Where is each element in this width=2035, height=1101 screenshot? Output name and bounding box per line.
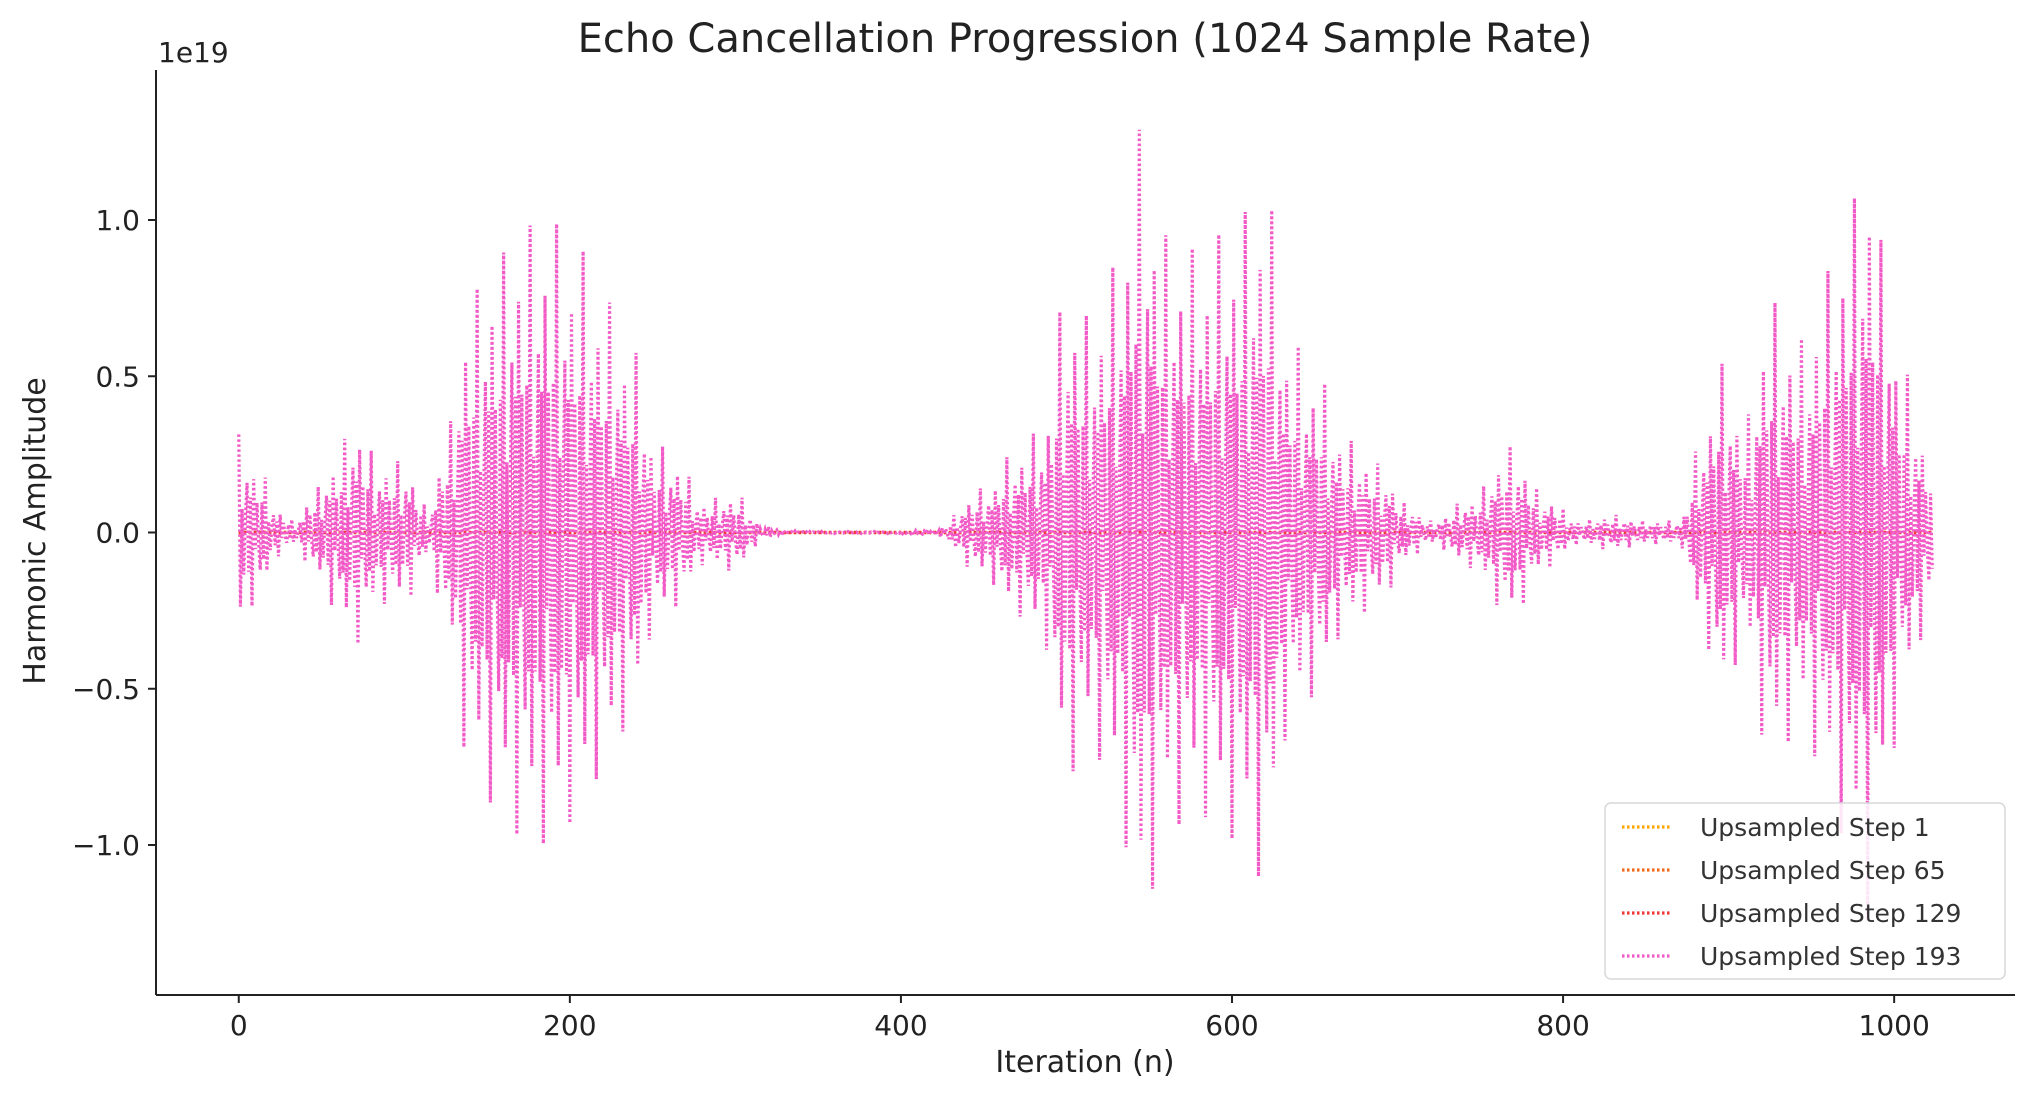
plot-area [237,129,1934,921]
y-tick-label: 0.0 [95,517,140,550]
x-tick-label: 400 [874,1009,927,1042]
legend: Upsampled Step 1 Upsampled Step 65 Upsampl… [1604,802,2006,980]
x-tick-label: 1000 [1859,1009,1930,1042]
x-axis-ticks: 0 200 400 600 800 1000 [230,995,1930,1042]
y-tick-label: 1.0 [95,204,140,237]
x-tick-label: 0 [230,1009,248,1042]
legend-label: Upsampled Step 129 [1700,899,1961,928]
x-axis-label: Iteration (n) [995,1045,1174,1080]
legend-box [1604,802,2006,980]
x-tick-label: 600 [1205,1009,1258,1042]
legend-label: Upsampled Step 193 [1700,942,1961,971]
legend-label: Upsampled Step 65 [1700,856,1946,885]
x-tick-label: 800 [1536,1009,1589,1042]
chart-title: Echo Cancellation Progression (1024 Samp… [578,16,1593,62]
y-tick-label: 0.5 [95,360,140,393]
y-tick-label: −1.0 [72,829,140,862]
y-axis-ticks: −1.0 −0.5 0.0 0.5 1.0 [72,204,156,862]
x-tick-label: 200 [543,1009,596,1042]
series-line-4 [237,129,1934,921]
y-axis-label: Harmonic Amplitude [18,377,53,684]
legend-label: Upsampled Step 1 [1700,813,1930,842]
y-tick-label: −0.5 [72,673,140,706]
y-offset-label: 1e19 [158,36,229,69]
